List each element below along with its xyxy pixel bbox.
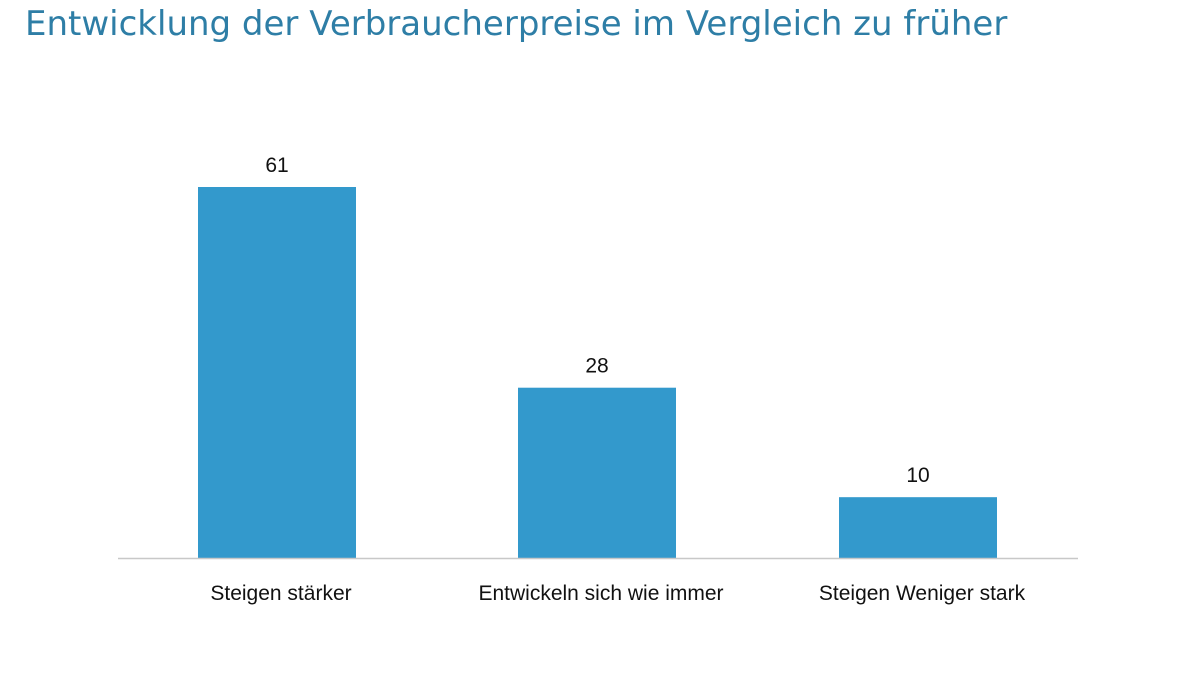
- data-label-3: 10: [906, 464, 929, 487]
- bars-group: [198, 187, 997, 558]
- bar-1: [198, 187, 356, 558]
- category-label-2: Entwickeln sich wie immer: [478, 582, 723, 605]
- data-label-1: 61: [265, 154, 288, 177]
- category-labels-group: Steigen stärker Entwickeln sich wie immer…: [210, 582, 1025, 605]
- bar-3: [839, 497, 997, 558]
- chart-title: Entwicklung der Verbraucherpreise im Ver…: [25, 4, 1008, 44]
- data-label-2: 28: [585, 355, 608, 378]
- value-labels-group: 61 28 10: [265, 154, 929, 487]
- bar-2: [518, 387, 676, 558]
- category-label-1: Steigen stärker: [210, 582, 351, 605]
- category-label-3: Steigen Weniger stark: [819, 582, 1026, 605]
